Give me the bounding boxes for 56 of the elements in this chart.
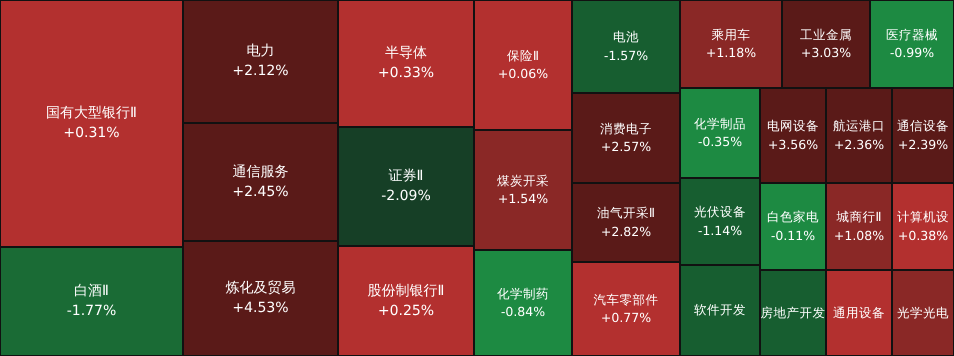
category-label: 城商行Ⅱ: [835, 208, 883, 226]
category-label: 化学制药: [496, 284, 550, 303]
data-label: +1.54%: [496, 190, 550, 208]
data-label: -0.99%: [888, 44, 936, 62]
data-label: -1.14%: [696, 222, 744, 240]
category-label: 乘用车: [710, 26, 752, 44]
category-label: 国有大型银行Ⅱ: [45, 104, 138, 124]
category-label: 油气开采Ⅱ: [596, 204, 656, 222]
category-label: 半导体: [384, 44, 428, 64]
category-label: 通信设备: [896, 117, 950, 136]
data-label: -0.35%: [696, 133, 744, 151]
category-label: 房地产开发: [760, 304, 826, 322]
category-label: 股份制银行Ⅱ: [366, 282, 446, 301]
category-label: 消费电子: [599, 120, 653, 138]
data-label: +0.31%: [62, 124, 121, 144]
category-label: 炼化及贸易: [224, 279, 296, 298]
data-label: +0.25%: [376, 302, 436, 321]
category-label: 汽车零部件: [592, 290, 660, 309]
category-label: 航运港口: [832, 117, 886, 136]
category-label: 电网设备: [766, 117, 820, 136]
category-label: 计算机设: [896, 208, 950, 226]
category-label: 电力: [246, 42, 276, 62]
category-label: 医疗器械: [885, 26, 939, 44]
data-label: +2.12%: [231, 62, 290, 82]
category-label: 煤炭开采: [496, 172, 550, 190]
category-label: 通用设备: [832, 304, 886, 322]
data-label: -0.11%: [770, 226, 816, 244]
data-label: +0.38%: [896, 226, 950, 244]
category-label: 化学制品: [693, 114, 747, 133]
category-label: 电池: [612, 28, 640, 46]
data-label: +1.08%: [832, 226, 886, 244]
data-label: +4.53%: [231, 299, 290, 318]
data-label: +3.03%: [800, 44, 852, 62]
data-label: +2.39%: [896, 136, 950, 154]
data-label: +3.56%: [766, 136, 820, 154]
category-label: 光学光电: [896, 304, 950, 322]
data-label: +0.33%: [376, 64, 436, 84]
data-label: +2.57%: [600, 138, 652, 156]
data-label: +0.06%: [496, 65, 550, 83]
category-label: 通信服务: [232, 162, 290, 182]
data-label: -2.09%: [380, 187, 432, 206]
category-label: 白酒Ⅱ: [73, 282, 110, 302]
data-label: +2.82%: [600, 222, 652, 240]
data-label: +0.77%: [600, 309, 652, 327]
data-label: -1.57%: [602, 46, 650, 64]
category-label: 工业金属: [799, 26, 853, 44]
category-label: 光伏设备: [693, 203, 747, 222]
category-label: 保险Ⅱ: [506, 46, 540, 65]
category-label: 白色家电: [766, 208, 820, 226]
data-label: -1.77%: [66, 302, 118, 322]
category-label: 软件开发: [693, 301, 747, 320]
data-label: -0.84%: [500, 303, 546, 321]
category-label: 证券Ⅱ: [388, 167, 424, 186]
data-label: +2.36%: [832, 136, 886, 154]
data-label: +2.45%: [231, 182, 290, 202]
data-label: +1.18%: [704, 44, 758, 62]
